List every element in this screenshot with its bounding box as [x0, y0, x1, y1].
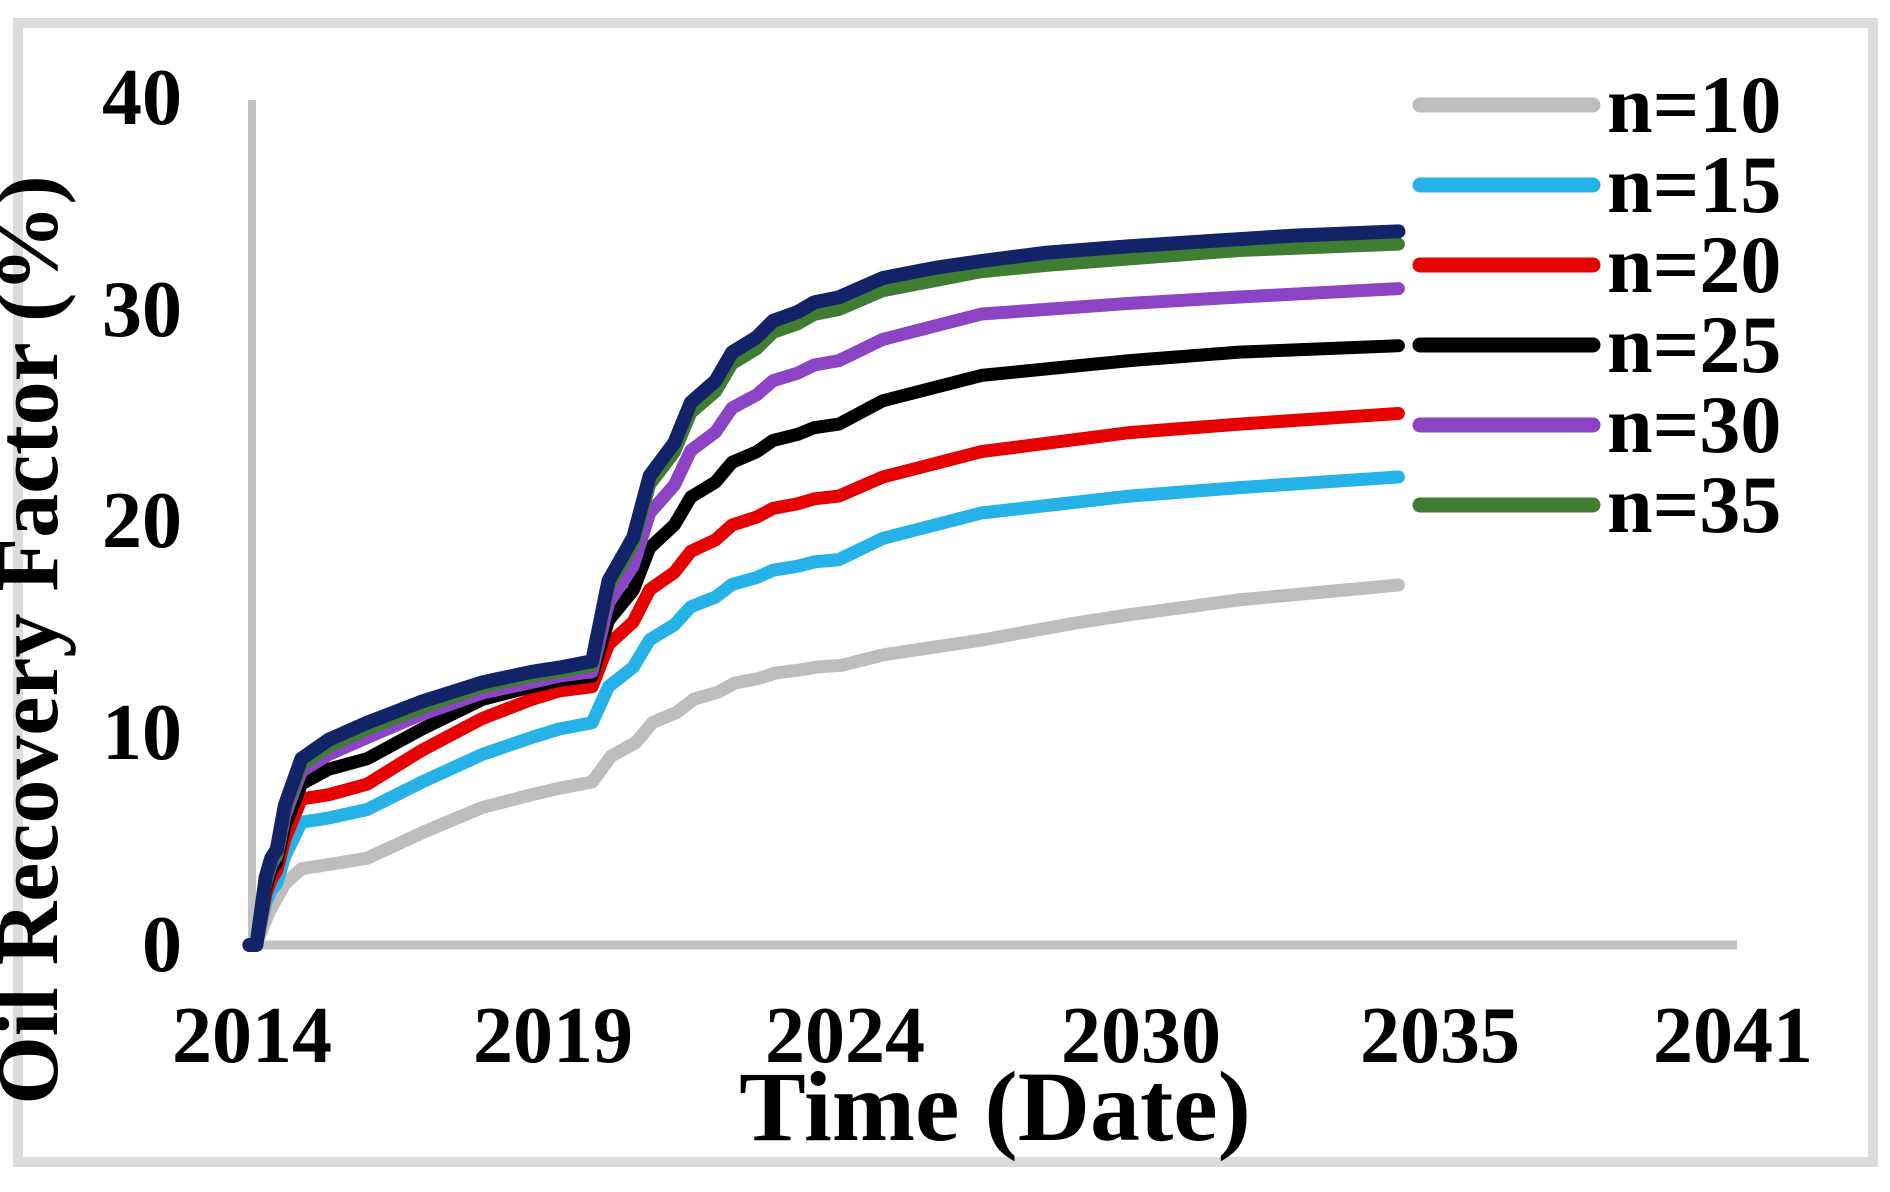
series-curve-n25: [245, 339, 1405, 952]
legend-label-n35: n=35: [1607, 459, 1781, 550]
figure-border: [13, 18, 1878, 1167]
series-curve-n30: [245, 282, 1405, 952]
x-tick-2024: 2024: [765, 992, 925, 1080]
legend: n=10 n=15 n=20 n=25 n=30 n=35: [1412, 59, 1781, 550]
y-tick-10: 10: [102, 689, 182, 777]
x-axis-title: Time (Date): [739, 1051, 1251, 1162]
x-tick-2035: 2035: [1360, 992, 1520, 1080]
legend-item-n15: n=15: [1412, 139, 1781, 230]
legend-item-n35: n=35: [1412, 459, 1781, 550]
series-layer: [242, 224, 1406, 952]
x-tick-2019: 2019: [473, 992, 633, 1080]
series-curve-unlabeled-navy: [242, 224, 1406, 952]
legend-label-n30: n=30: [1607, 379, 1781, 470]
series-curve-n10: [248, 578, 1405, 952]
x-tick-2014: 2014: [172, 992, 332, 1080]
legend-label-n10: n=10: [1607, 59, 1781, 150]
x-tick-2041: 2041: [1653, 992, 1813, 1080]
legend-label-n15: n=15: [1607, 139, 1781, 230]
x-tick-2030: 2030: [1061, 992, 1221, 1080]
legend-item-n30: n=30: [1412, 379, 1781, 470]
y-tick-40: 40: [102, 54, 182, 142]
y-tick-30: 30: [102, 266, 182, 354]
y-axis-title: Oil Recovery Factor (%): [0, 175, 77, 1104]
legend-label-n20: n=20: [1607, 219, 1781, 310]
legend-item-n25: n=25: [1412, 299, 1781, 390]
y-tick-20: 20: [102, 477, 182, 565]
y-tick-0: 0: [142, 901, 182, 989]
legend-item-n10: n=10: [1412, 59, 1781, 150]
legend-item-n20: n=20: [1412, 219, 1781, 310]
legend-label-n25: n=25: [1607, 299, 1781, 390]
